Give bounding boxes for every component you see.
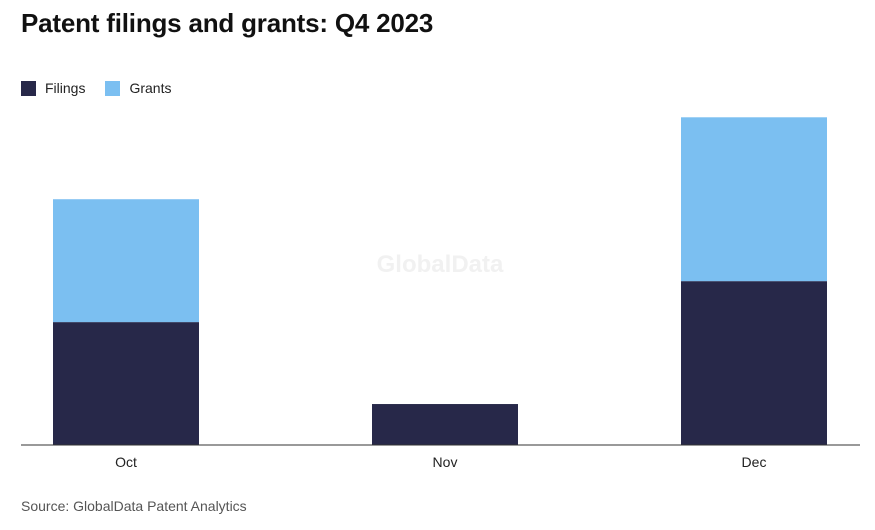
- legend-label-grants: Grants: [129, 80, 172, 96]
- bar-filings-oct: [53, 322, 199, 445]
- x-tick-label-nov: Nov: [433, 454, 458, 470]
- source-note: Source: GlobalData Patent Analytics: [21, 498, 247, 514]
- legend-item-grants: Grants: [105, 80, 171, 96]
- bars-group: [53, 117, 827, 445]
- bar-grants-dec: [681, 117, 827, 282]
- legend-swatch-filings: [21, 80, 36, 96]
- bar-filings-dec: [681, 281, 827, 445]
- x-tick-labels: Oct Nov Dec: [115, 454, 766, 470]
- bar-grants-oct: [53, 199, 199, 323]
- legend-swatch-grants: [105, 80, 121, 96]
- chart-title: Patent filings and grants: Q4 2023: [21, 8, 434, 38]
- legend: Filings Grants: [21, 80, 191, 96]
- bar-filings-nov: [372, 404, 518, 445]
- x-tick-label-oct: Oct: [115, 454, 137, 470]
- legend-item-filings: Filings: [21, 80, 85, 96]
- x-tick-label-dec: Dec: [742, 454, 767, 470]
- legend-label-filings: Filings: [45, 80, 86, 96]
- watermark: GlobalData: [377, 251, 504, 278]
